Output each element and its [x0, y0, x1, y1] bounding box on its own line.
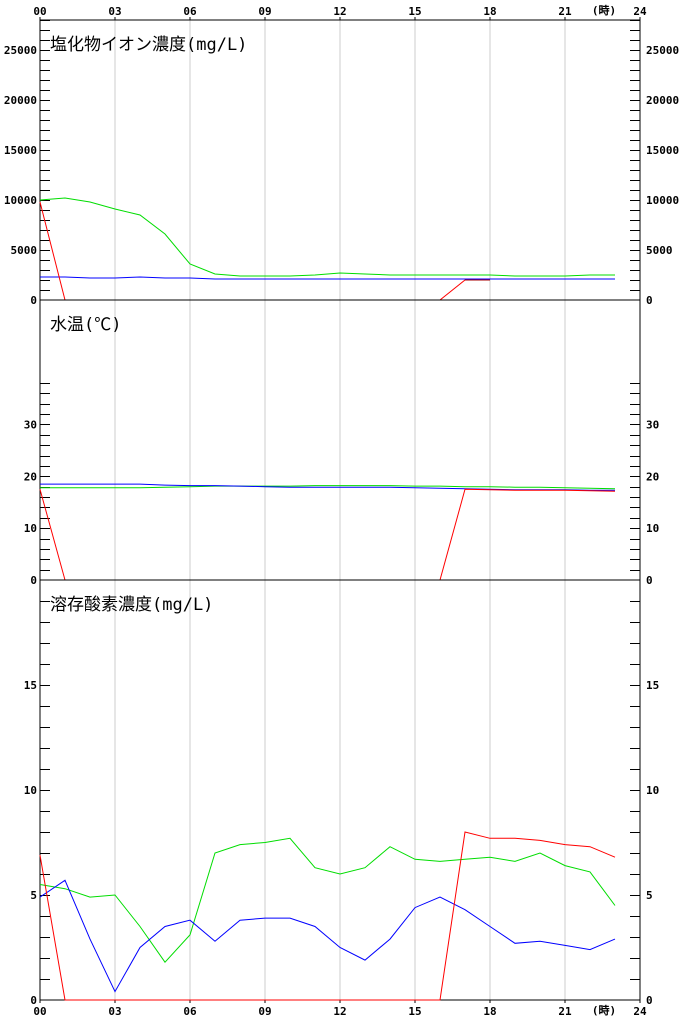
y-tick-label-right: 5 — [646, 889, 653, 902]
x-tick-label-top: 03 — [108, 5, 121, 18]
x-tick-label-bottom: 12 — [333, 1005, 346, 1018]
x-tick-label-top: 15 — [408, 5, 421, 18]
series-line-red — [39, 488, 616, 581]
y-tick-label-right: 25000 — [646, 44, 679, 57]
x-tick-label-bottom: 06 — [183, 1005, 197, 1018]
y-tick-label-right: 0 — [646, 574, 653, 587]
y-tick-label-right: 10000 — [646, 194, 679, 207]
panel-title: 水温(℃) — [50, 315, 121, 335]
panel-title: 塩化物イオン濃度(mg/L) — [50, 35, 247, 55]
y-tick-label-left: 5 — [30, 889, 37, 902]
y-tick-label-right: 0 — [646, 294, 653, 307]
y-tick-label-left: 20000 — [4, 94, 37, 107]
y-tick-label-right: 15 — [646, 679, 659, 692]
y-tick-label-left: 20 — [24, 470, 37, 483]
y-tick-label-right: 20000 — [646, 94, 679, 107]
x-tick-label-bottom: 15 — [408, 1005, 421, 1018]
x-tick-label-bottom: 21 — [558, 1005, 572, 1018]
x-tick-label-bottom: 18 — [483, 1005, 496, 1018]
series-line-red — [39, 831, 616, 1001]
y-tick-label-right: 30 — [646, 418, 659, 431]
panel-title: 溶存酸素濃度(mg/L) — [50, 595, 213, 615]
x-tick-label-top: 09 — [258, 5, 271, 18]
y-tick-label-left: 15 — [24, 679, 37, 692]
y-tick-label-left: 0 — [30, 574, 37, 587]
x-tick-label-bottom: 00 — [33, 1005, 46, 1018]
x-tick-label-top: 12 — [333, 5, 346, 18]
x-tick-label-bottom: 03 — [108, 1005, 121, 1018]
y-tick-label-right: 5000 — [646, 244, 673, 257]
y-tick-label-left: 30 — [24, 418, 37, 431]
y-tick-label-right: 10 — [646, 522, 659, 535]
x-tick-label-top: 06 — [183, 5, 197, 18]
y-tick-label-left: 10000 — [4, 194, 37, 207]
y-tick-label-left: 10 — [24, 522, 37, 535]
x-tick-label-bottom: 09 — [258, 1005, 271, 1018]
y-tick-label-left: 10 — [24, 784, 37, 797]
series-line-green — [39, 197, 615, 277]
y-tick-label-right: 10 — [646, 784, 659, 797]
series-line-blue — [40, 276, 615, 280]
x-tick-label-bottom: 24 — [633, 1005, 647, 1018]
x-tick-label-top: 18 — [483, 5, 496, 18]
series-line-green — [40, 485, 616, 490]
x-tick-label-top: 21 — [558, 5, 572, 18]
y-tick-label-right: 20 — [646, 470, 659, 483]
y-tick-label-left: 0 — [30, 994, 37, 1007]
x-tick-label-top: 00 — [33, 5, 46, 18]
y-tick-label-right: 0 — [646, 994, 653, 1007]
series-line-green — [39, 837, 616, 963]
y-tick-label-right: 15000 — [646, 144, 679, 157]
x-unit-label-bottom: (時) — [592, 1003, 616, 1017]
series-line-blue — [39, 879, 616, 993]
y-tick-label-left: 15000 — [4, 144, 37, 157]
y-tick-label-left: 25000 — [4, 44, 37, 57]
series-line-blue — [40, 483, 615, 491]
x-tick-label-top: 24 — [633, 5, 647, 18]
x-unit-label-top: (時) — [592, 3, 616, 17]
y-tick-label-left: 5000 — [11, 244, 38, 257]
y-tick-label-left: 0 — [30, 294, 37, 307]
